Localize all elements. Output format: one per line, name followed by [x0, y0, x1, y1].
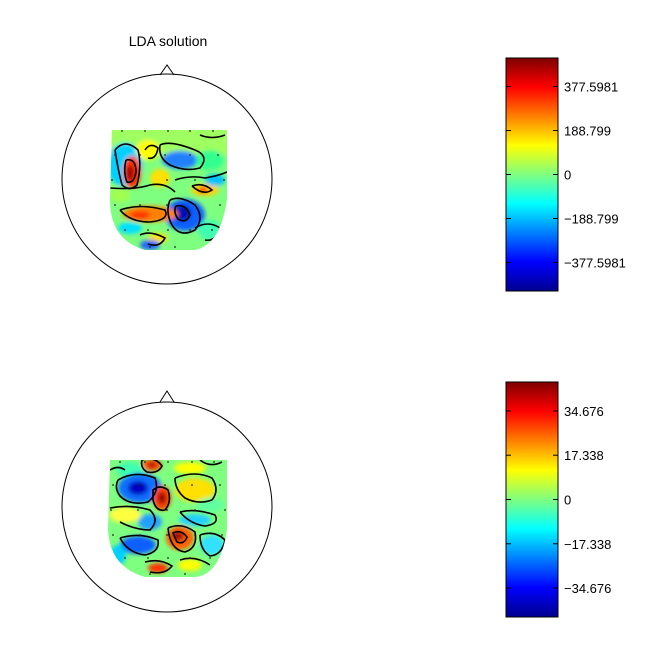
colorbar-tick-label: −188.799 — [564, 211, 619, 226]
colorbar: 377.5981 188.799 0 −188.799 −377.5981 — [505, 57, 626, 292]
colorbar-tick-label: 34.676 — [564, 404, 604, 419]
colorbar-gradient — [506, 382, 558, 617]
colorbar-tick-label: 188.799 — [564, 124, 611, 139]
plot-title: LDA solution — [129, 33, 208, 49]
colorbar-tick-label: 17.338 — [564, 448, 604, 463]
scalp-map — [108, 460, 227, 577]
head-outline — [61, 401, 273, 613]
topoplot-2: 34.676 17.338 0 −17.338 −34.676 — [61, 381, 611, 618]
scalp-map — [110, 130, 227, 250]
nose — [159, 64, 175, 76]
colorbar-tick-label: 377.5981 — [564, 80, 618, 95]
colorbar-tick-label: 0 — [564, 168, 571, 183]
colorbar-gradient — [506, 58, 558, 291]
colorbar-tick-label: −17.338 — [564, 537, 611, 552]
colorbar-tick-label: −34.676 — [564, 581, 611, 596]
colorbar: 34.676 17.338 0 −17.338 −34.676 — [505, 381, 611, 618]
electrode-markers — [110, 461, 226, 575]
head-outline — [61, 73, 273, 285]
colorbar-tick-label: −377.5981 — [564, 255, 626, 270]
nose — [159, 390, 175, 403]
contour-lines — [110, 134, 227, 246]
electrode-markers — [111, 130, 225, 248]
colorbar-tick-label: 0 — [564, 493, 571, 508]
topoplot-1: LDA solution — [61, 33, 626, 292]
